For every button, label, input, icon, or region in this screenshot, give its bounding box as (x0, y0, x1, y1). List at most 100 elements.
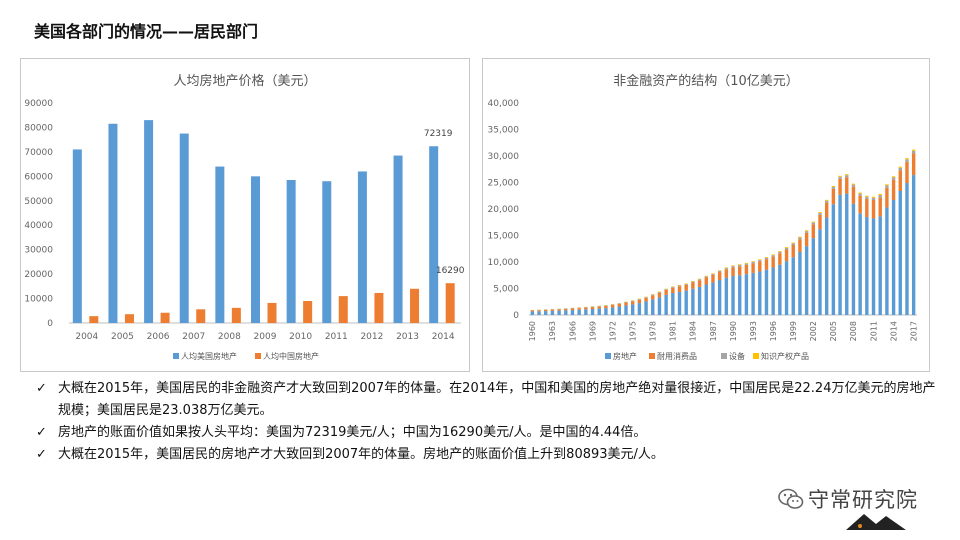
stacked-bar-segment (711, 274, 715, 283)
stacked-bar-segment (751, 272, 755, 315)
legend-label: 设备 (729, 351, 745, 361)
stacked-bar-segment (885, 185, 889, 188)
stacked-bar-segment (751, 263, 755, 273)
x-tick-label: 2009 (254, 332, 277, 342)
x-tick-label: 1963 (548, 321, 557, 341)
stacked-bar-segment (818, 229, 822, 315)
y-tick-label: 80000 (24, 123, 53, 133)
stacked-bar-segment (878, 216, 882, 315)
x-tick-label: 2005 (829, 321, 838, 341)
y-tick-label: 70000 (24, 148, 53, 158)
stacked-bar-segment (610, 307, 615, 315)
y-tick-label: 50000 (24, 197, 53, 207)
stacked-bar-segment (891, 179, 896, 200)
stacked-bar-segment (738, 264, 742, 267)
stacked-bar-segment (564, 310, 568, 315)
stacked-bar-segment (677, 286, 682, 292)
stacked-bar-segment (824, 202, 829, 218)
stacked-bar-segment (624, 302, 628, 303)
legend-label: 房地产 (613, 351, 637, 361)
stacked-bar-segment (898, 170, 902, 191)
stacked-bar-segment (871, 196, 876, 198)
stacked-bar-segment (724, 277, 729, 315)
stacked-bar-segment (811, 222, 816, 225)
x-tick-label: 1969 (588, 321, 597, 341)
legend-swatch (753, 353, 759, 359)
stacked-bar-segment (791, 257, 795, 315)
stacked-bar-segment (651, 295, 655, 300)
stacked-bar-segment (758, 260, 762, 262)
stacked-bar-segment (657, 291, 662, 293)
bar-us-real-estate (72, 149, 82, 323)
stacked-bar-segment (891, 176, 896, 178)
stacked-bar-segment (630, 300, 635, 302)
bar-us-real-estate (322, 181, 332, 323)
stacked-bar-segment (637, 303, 642, 315)
data-label: 16290 (436, 266, 465, 276)
bar-china-real-estate (89, 316, 99, 323)
x-tick-label: 2004 (75, 332, 98, 342)
stacked-bar-segment (671, 286, 675, 288)
x-tick-label: 2008 (849, 321, 858, 341)
bar-china-real-estate (374, 292, 384, 323)
stacked-bar-segment (731, 266, 735, 268)
stacked-bar-segment (858, 193, 862, 196)
stacked-bar-segment (557, 309, 561, 311)
stacked-bar-segment (905, 161, 909, 184)
stacked-bar-segment (871, 197, 876, 200)
stacked-bar-segment (778, 264, 782, 315)
stacked-bar-segment (831, 186, 836, 189)
x-tick-label: 1987 (709, 321, 718, 341)
stacked-bar-segment (878, 197, 882, 217)
stacked-bar-segment (784, 247, 789, 250)
stacked-bar-segment (584, 307, 588, 310)
stacked-bar-segment (717, 270, 722, 271)
stacked-bar-segment (764, 259, 769, 270)
x-tick-label: 2011 (325, 332, 348, 342)
stacked-bar-segment (784, 249, 789, 262)
stacked-bar-segment (838, 176, 842, 179)
x-tick-label: 1978 (649, 321, 658, 341)
stacked-bar-segment (738, 266, 742, 276)
stacked-bar-segment (677, 285, 682, 287)
bar-us-real-estate (144, 120, 154, 323)
stacked-bar-segment (684, 290, 688, 315)
stacked-bar-segment (865, 196, 869, 199)
bar-china-real-estate (445, 283, 455, 323)
bullet-text: 大概在2015年，美国居民的非金融资产才大致回到2007年的体量。在2014年，… (58, 381, 936, 418)
x-tick-label: 2005 (111, 332, 134, 342)
y-tick-label: 40000 (24, 221, 53, 231)
stacked-bar-segment (597, 306, 601, 309)
bar-us-real-estate (215, 166, 225, 323)
y-tick-label: 25,000 (488, 179, 520, 189)
stacked-bar-segment (818, 213, 822, 215)
legend-label: 耐用消费品 (657, 351, 697, 361)
stacked-bar-segment (537, 310, 541, 312)
stacked-bar-segment (905, 159, 909, 162)
stacked-bar-segment (811, 224, 816, 239)
chart-title: 非金融资产的结构（10亿美元） (613, 73, 799, 89)
stacked-bar-segment (724, 268, 729, 270)
stacked-bar-segment (691, 282, 695, 289)
bar-china-real-estate (124, 314, 134, 323)
chart-title: 人均房地产价格（美元） (173, 73, 316, 89)
stacked-bar-segment (664, 289, 668, 295)
stacked-bar-segment (657, 292, 662, 298)
y-tick-label: 0 (513, 311, 519, 321)
stacked-bar-segment (851, 203, 856, 315)
stacked-bar-segment (818, 212, 822, 214)
stacked-bar-segment (744, 263, 749, 265)
stacked-bar-segment (804, 232, 809, 247)
stacked-bar-segment (898, 167, 902, 171)
stacked-bar-segment (845, 175, 849, 178)
x-tick-label: 2017 (909, 321, 918, 341)
stacked-bar-segment (865, 198, 869, 217)
stacked-bar-segment (798, 251, 802, 315)
legend-swatch (605, 353, 611, 359)
stacked-bar-segment (791, 242, 795, 244)
stacked-bar-segment (784, 247, 789, 248)
bar-china-real-estate (410, 288, 420, 323)
stacked-bar-segment (738, 264, 742, 265)
bullet-item: ✓ 大概在2015年，美国居民的房地产才大致回到2007年的体量。房地产的账面价… (36, 444, 936, 466)
x-tick-label: 2014 (432, 332, 455, 342)
